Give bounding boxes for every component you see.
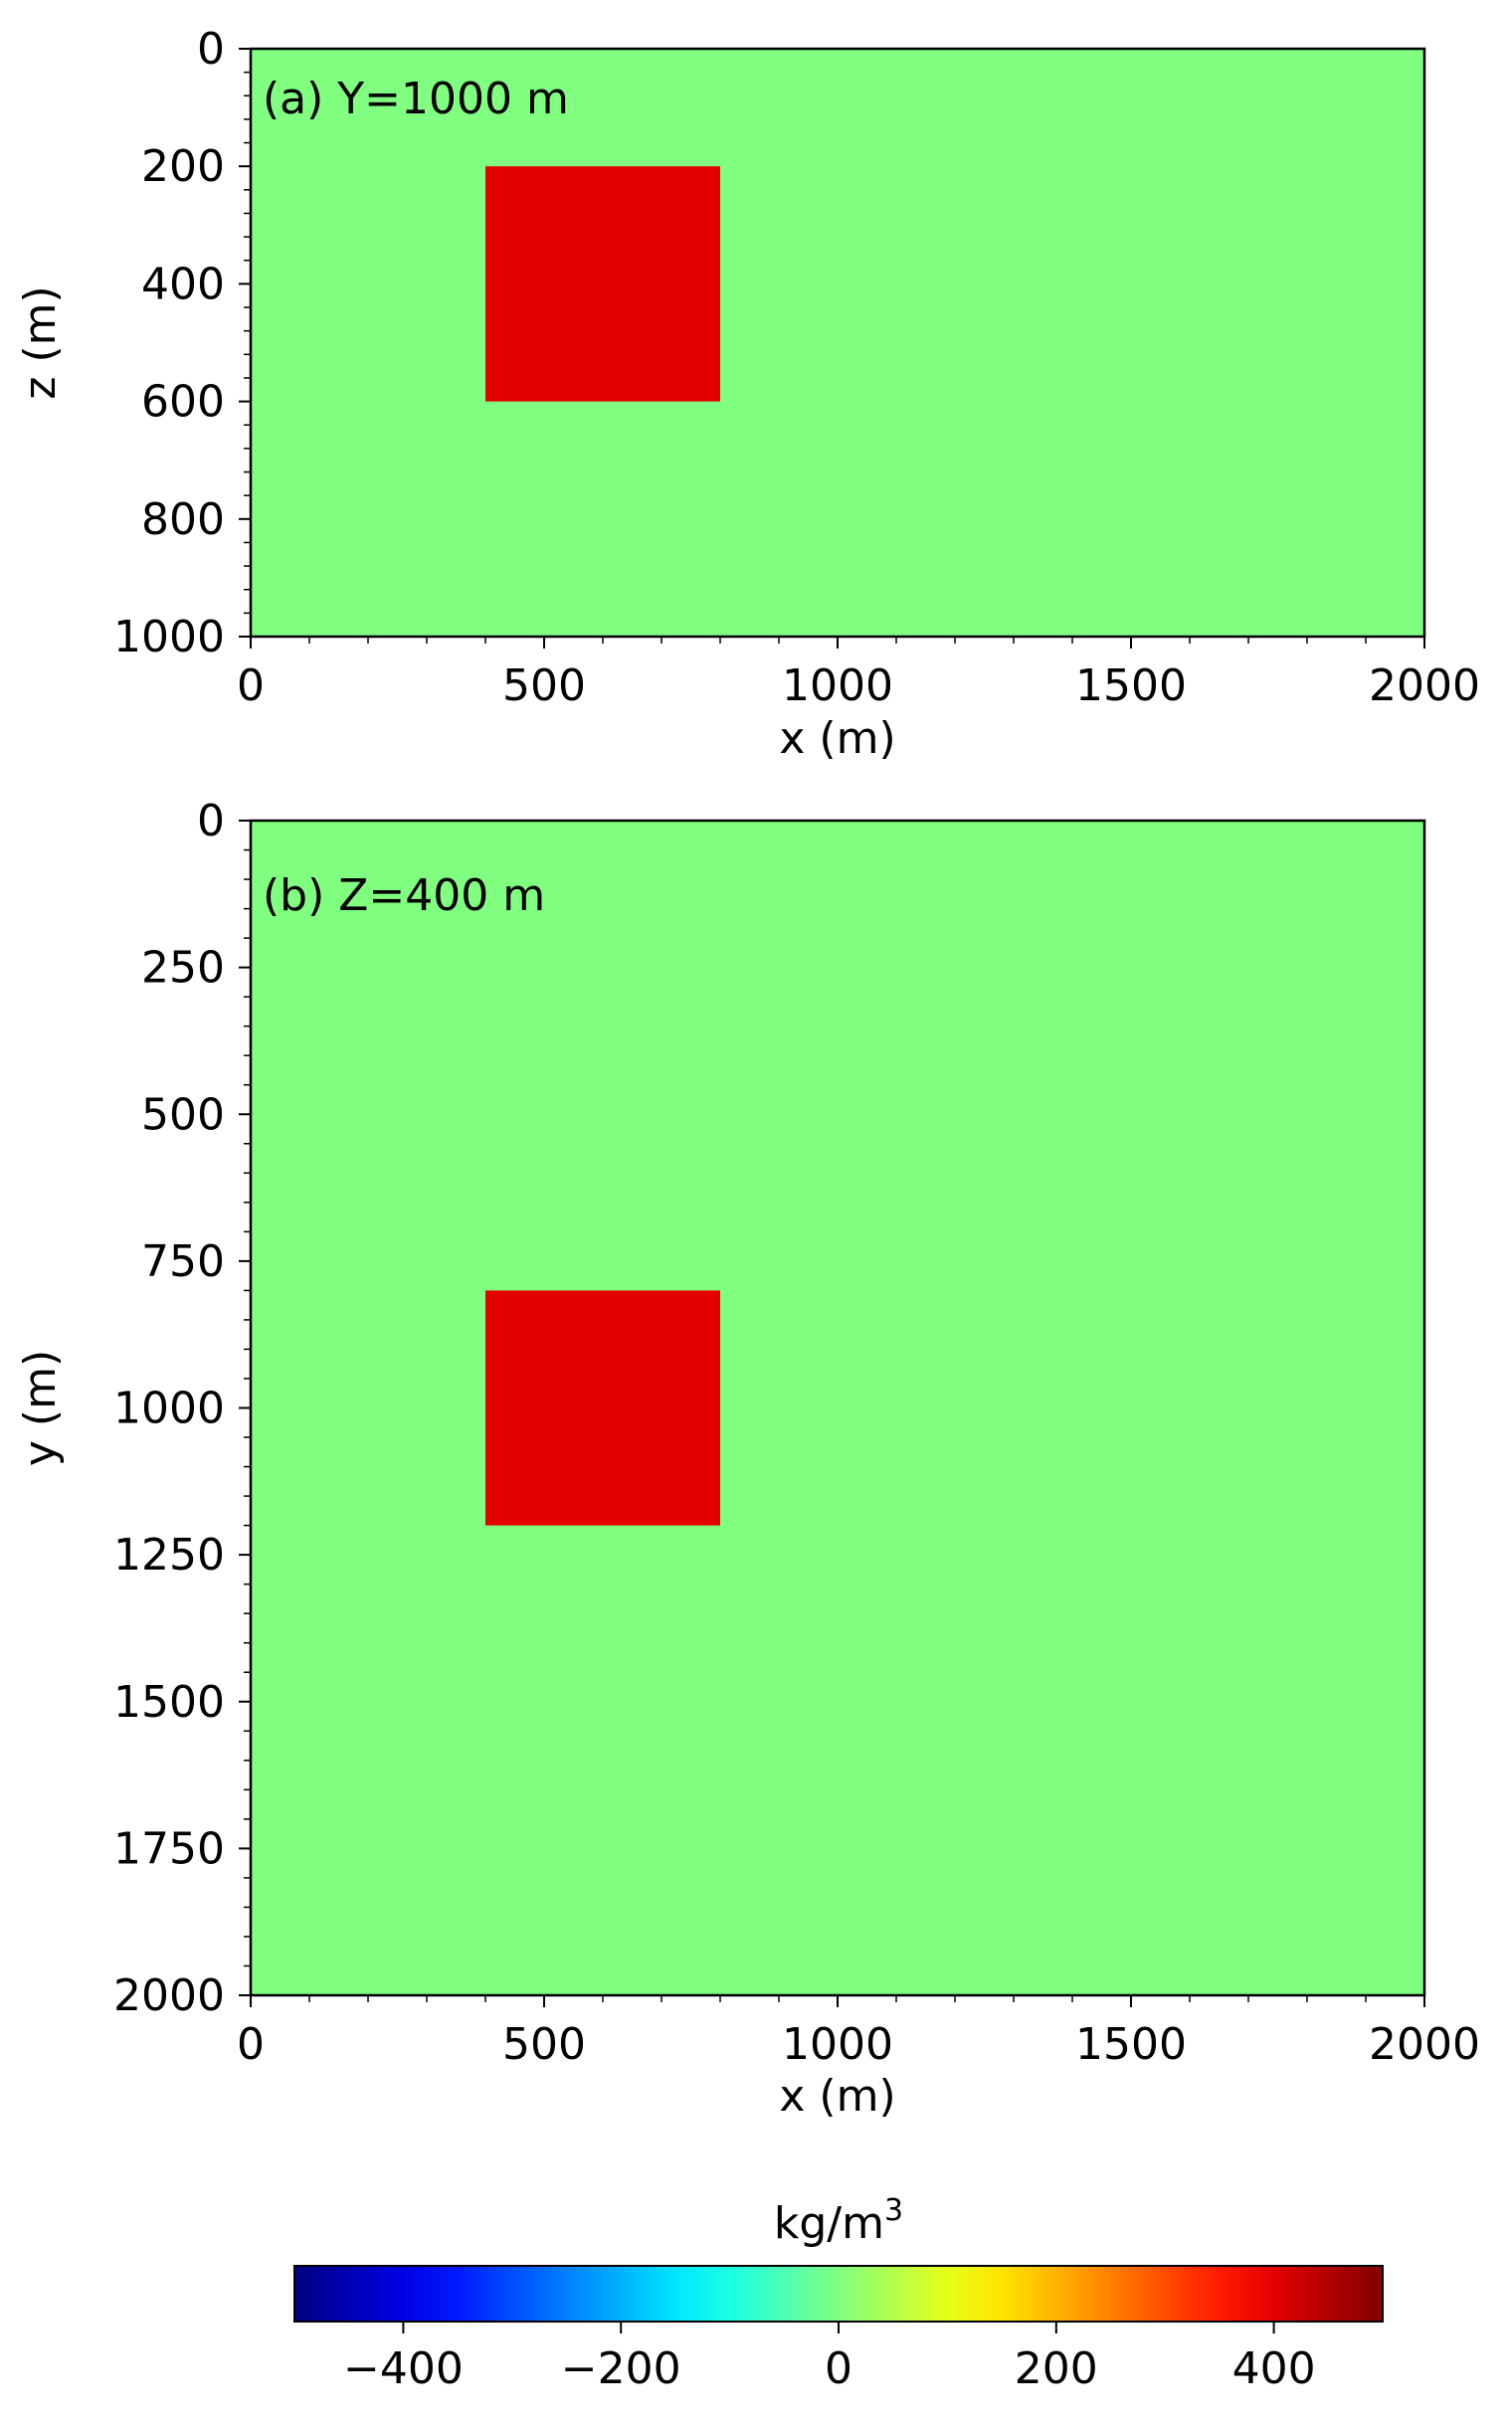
y-tick-label: 1750 — [113, 1823, 225, 1874]
x-tick-label: 1500 — [1075, 2019, 1187, 2070]
y-axis-title: z (m) — [15, 285, 66, 399]
x-tick-label: 0 — [237, 660, 265, 711]
y-tick-label: 1250 — [113, 1530, 225, 1581]
x-tick-label: 500 — [502, 660, 586, 711]
x-tick-label: 1000 — [782, 2019, 893, 2070]
y-tick-label: 800 — [141, 494, 225, 545]
panel-b-z400: 0 500 1000 1500 2000025050075010001250150017… — [15, 796, 1480, 2122]
y-tick-label: 600 — [141, 377, 225, 428]
y-tick-label: 500 — [141, 1089, 225, 1140]
colorbar-tick-label: 400 — [1232, 2343, 1316, 2394]
colorbar-gradient — [293, 2265, 1384, 2323]
colorbar-tick-label: −400 — [343, 2343, 464, 2394]
panel-label: (a) Y=1000 m — [263, 74, 569, 124]
y-tick-label: 250 — [141, 943, 225, 994]
x-tick-label: 2000 — [1369, 2019, 1480, 2070]
y-tick-label: 2000 — [113, 1970, 225, 2021]
colorbar-tick-label: −200 — [561, 2343, 681, 2394]
colorbar-title: kg/m3 — [774, 2193, 903, 2249]
y-tick-label: 200 — [141, 141, 225, 192]
x-tick-label: 1000 — [782, 660, 893, 711]
panel-label: (b) Z=400 m — [263, 870, 545, 921]
y-axis-title: y (m) — [15, 1350, 66, 1466]
colorbar-tick-label: 0 — [825, 2343, 852, 2394]
x-tick-label: 2000 — [1369, 660, 1480, 711]
y-tick-label: 400 — [141, 259, 225, 309]
x-tick-label: 500 — [502, 2019, 586, 2070]
x-tick-label: 0 — [237, 2019, 265, 2070]
colorbar-tick-label: 200 — [1015, 2343, 1098, 2394]
density-background — [251, 49, 1424, 637]
anomaly-block — [485, 166, 720, 402]
anomaly-block — [485, 1290, 720, 1526]
x-tick-label: 1500 — [1075, 660, 1187, 711]
y-tick-label: 1000 — [113, 1384, 225, 1434]
colorbar: kg/m3 −400 −200 0 200 400 — [293, 2193, 1384, 2394]
y-tick-label: 0 — [197, 796, 225, 846]
y-tick-label: 1500 — [113, 1677, 225, 1728]
y-tick-label: 750 — [141, 1236, 225, 1287]
x-axis-title: x (m) — [779, 713, 895, 764]
density-background — [251, 821, 1424, 1995]
x-axis-title: x (m) — [779, 2071, 895, 2122]
y-tick-label: 1000 — [113, 612, 225, 662]
y-tick-label: 0 — [197, 24, 225, 75]
